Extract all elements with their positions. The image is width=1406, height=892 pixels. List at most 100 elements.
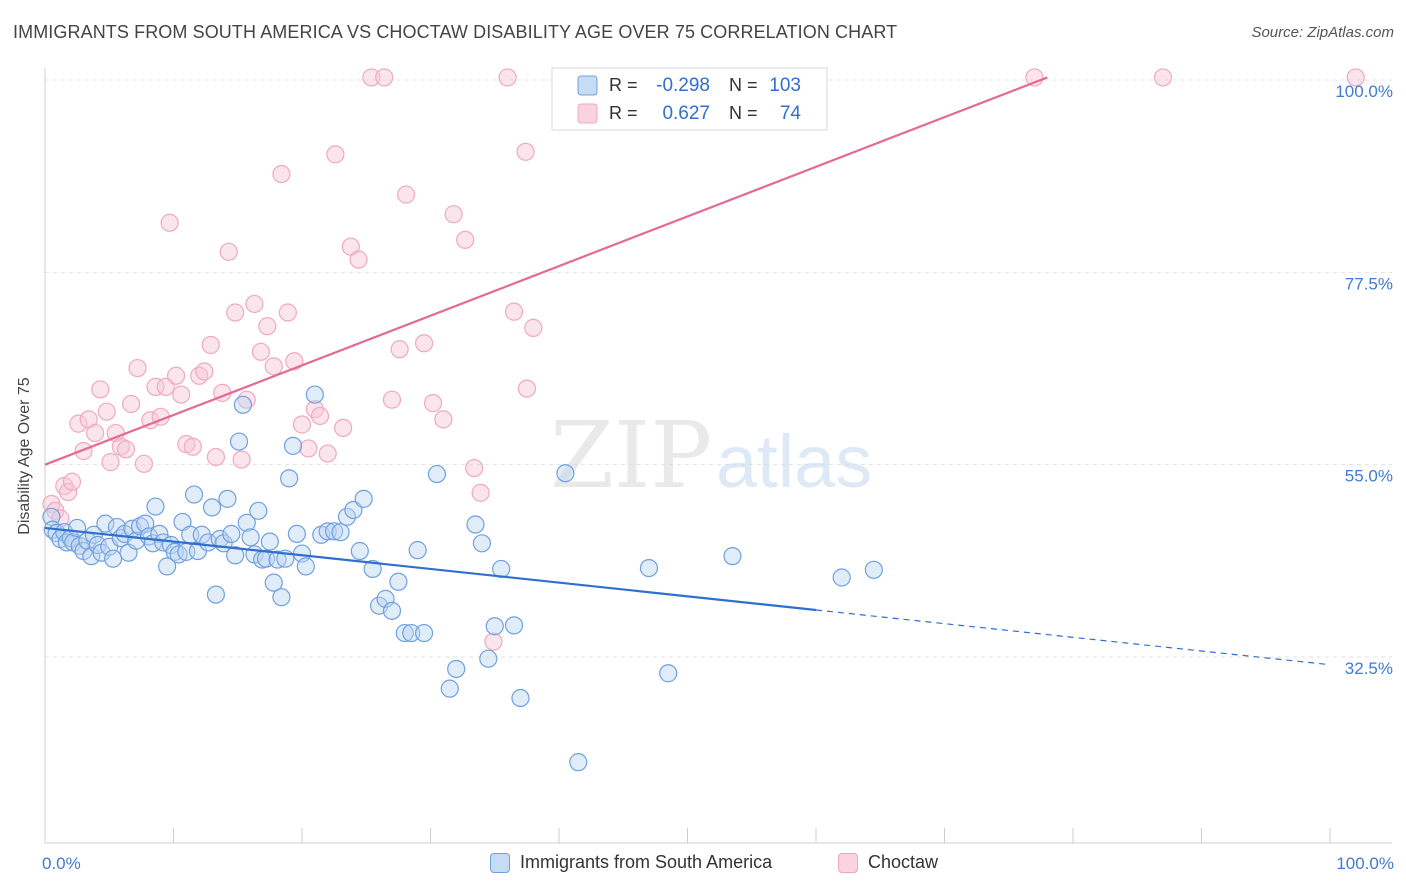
point-south-america (331, 523, 350, 542)
point-south-america (402, 623, 421, 643)
legend-stats-swatch (577, 103, 598, 124)
point-choctaw (245, 294, 264, 314)
y-tick-label: 77.5% (1345, 274, 1393, 293)
tick-labels: 100.0% 77.5% 55.0% 32.5% 0.0% 100.0% (42, 82, 1394, 873)
legend-n-value: 103 (769, 75, 801, 96)
point-choctaw (111, 437, 130, 456)
point-south-america (832, 568, 851, 587)
point-choctaw (362, 68, 381, 87)
point-south-america (146, 497, 165, 516)
point-choctaw (264, 357, 283, 376)
point-south-america (287, 524, 306, 544)
point-choctaw (206, 447, 226, 467)
point-south-america (511, 688, 530, 708)
point-south-america (350, 541, 369, 561)
point-choctaw (444, 205, 463, 224)
point-south-america (233, 395, 252, 414)
point-south-america (344, 500, 363, 520)
point-choctaw (390, 340, 409, 359)
trendline-south-america-projection (815, 609, 1331, 666)
point-choctaw (434, 410, 453, 429)
point-south-america (472, 534, 491, 553)
point-choctaw (524, 318, 543, 337)
point-south-america (264, 573, 283, 592)
point-south-america (395, 623, 414, 643)
point-south-america (157, 557, 177, 576)
y-tick-label: 32.5% (1345, 659, 1393, 678)
point-south-america (229, 432, 249, 451)
watermark: ZIP atlas (550, 402, 872, 509)
point-choctaw (86, 423, 105, 443)
legend-n-label: N = (729, 75, 758, 95)
series-choctaw (42, 68, 1365, 651)
point-choctaw (498, 68, 517, 87)
point-south-america (466, 515, 485, 534)
point-choctaw (396, 185, 416, 204)
legend-label-choctaw: Choctaw (868, 852, 939, 872)
point-choctaw (516, 142, 535, 161)
point-south-america (296, 557, 315, 576)
point-choctaw (91, 380, 110, 399)
legend-label-south-america: Immigrants from South America (520, 852, 773, 872)
point-choctaw (101, 453, 120, 472)
point-south-america (96, 514, 115, 533)
point-choctaw (172, 385, 191, 404)
point-choctaw (504, 302, 524, 321)
point-choctaw (272, 164, 291, 184)
point-south-america (202, 498, 222, 517)
y-tick-label: 100.0% (1335, 82, 1393, 101)
point-south-america (237, 513, 256, 532)
point-south-america (556, 464, 575, 483)
point-south-america (639, 558, 659, 578)
point-south-america (447, 659, 466, 679)
point-choctaw (423, 394, 443, 413)
trend-lines (44, 76, 1331, 666)
legend-r-value: -0.298 (656, 75, 710, 96)
point-choctaw (517, 379, 536, 398)
point-choctaw (465, 458, 484, 478)
point-south-america (130, 517, 150, 536)
legend-r-label: R = (609, 75, 638, 95)
point-choctaw (334, 418, 353, 438)
x-tick-label: 0.0% (42, 854, 81, 873)
point-choctaw (285, 352, 304, 371)
point-choctaw (471, 483, 490, 502)
point-south-america (272, 588, 291, 607)
point-south-america (864, 560, 883, 579)
point-south-america (723, 547, 742, 566)
point-south-america (206, 585, 226, 604)
point-choctaw (166, 366, 186, 385)
y-tick-label: 55.0% (1345, 467, 1393, 486)
point-south-america (337, 507, 357, 526)
point-south-america (184, 485, 204, 504)
point-south-america (659, 664, 678, 683)
legend-swatch-choctaw (838, 852, 858, 873)
point-south-america (249, 501, 268, 520)
legend-item-choctaw: Choctaw (838, 852, 938, 873)
chart-title: IMMIGRANTS FROM SOUTH AMERICA VS CHOCTAW… (13, 22, 898, 42)
chart-source: Source: ZipAtlas.com (1251, 24, 1394, 41)
point-choctaw (69, 414, 88, 433)
point-south-america (485, 617, 504, 636)
point-south-america (389, 572, 408, 591)
point-choctaw (310, 406, 330, 426)
trendline-choctaw (44, 76, 1048, 466)
watermark-atlas: atlas (716, 420, 872, 503)
point-south-america (268, 550, 287, 569)
point-choctaw (278, 303, 297, 322)
point-choctaw (195, 362, 214, 381)
point-choctaw (62, 472, 82, 491)
point-south-america (427, 464, 447, 484)
legend-n-value: 74 (780, 103, 802, 124)
point-choctaw (226, 303, 245, 322)
grid-lines (45, 79, 1392, 658)
point-choctaw (232, 450, 251, 469)
point-south-america (354, 489, 373, 508)
point-choctaw (116, 440, 136, 459)
x-tick-label: 100.0% (1336, 854, 1394, 873)
point-choctaw (375, 68, 394, 87)
point-choctaw (251, 342, 270, 361)
point-south-america (260, 532, 279, 551)
point-south-america (222, 524, 241, 544)
point-south-america (305, 385, 324, 404)
